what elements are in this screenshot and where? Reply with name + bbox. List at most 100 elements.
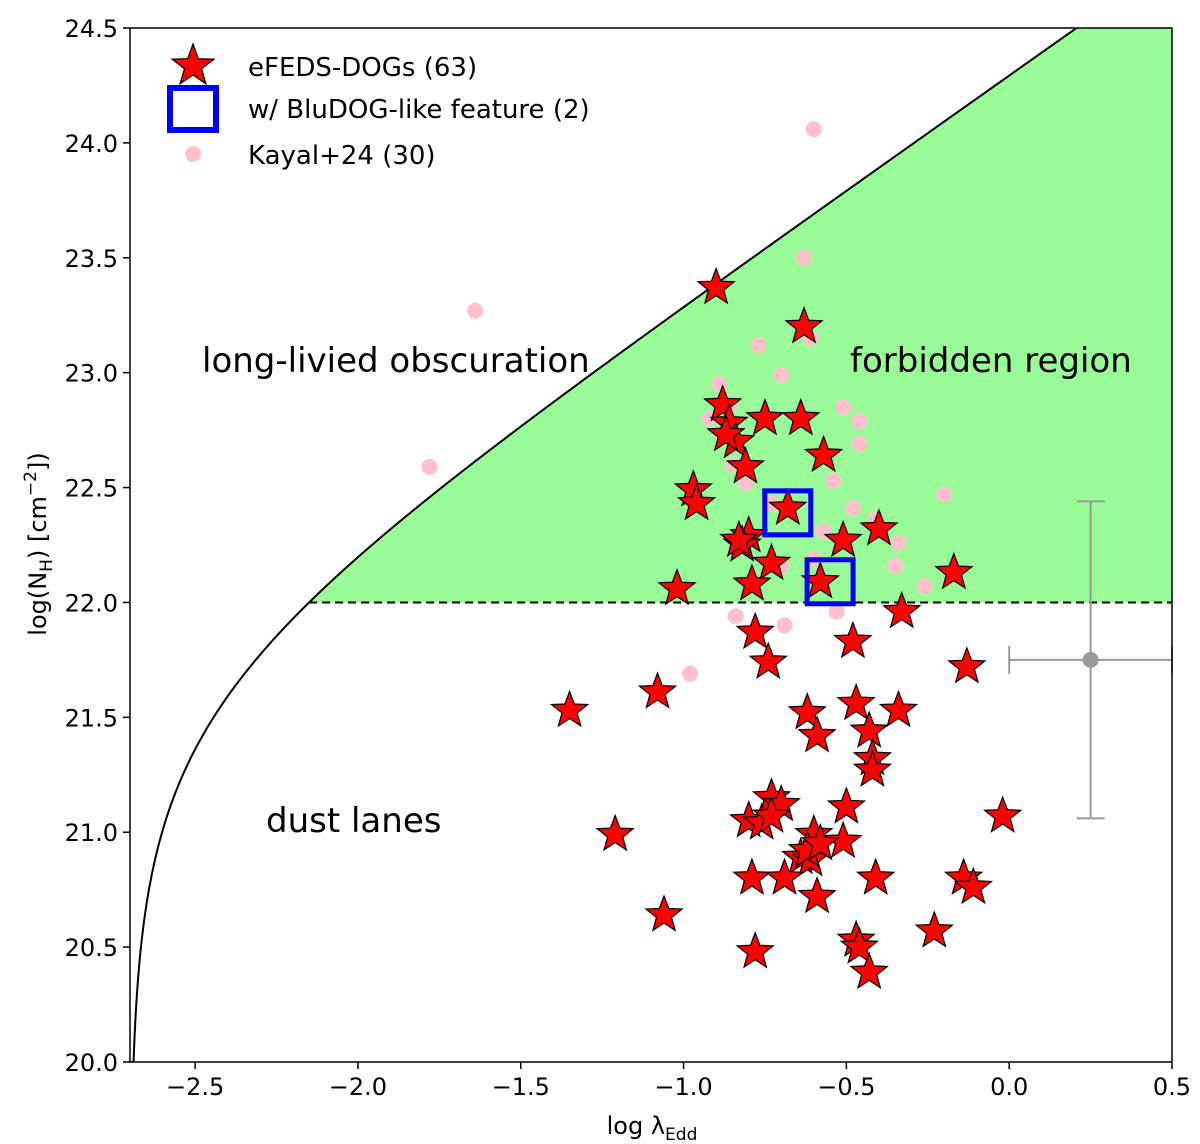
kayal-point — [835, 399, 852, 416]
kayal-point — [737, 474, 754, 491]
efeds-dog-star — [797, 715, 837, 753]
efeds-dog-star — [657, 567, 697, 606]
efeds-dog-star — [914, 910, 954, 948]
efeds-dog-star — [751, 795, 792, 833]
efeds-dog-star — [781, 397, 821, 436]
y-tick-label: 24.5 — [65, 15, 118, 43]
efeds-dog-star — [803, 434, 844, 473]
forbidden-region-fill — [309, 28, 1172, 603]
efeds-dog-star — [637, 671, 678, 709]
kayal-point — [727, 608, 744, 625]
efeds-dog-star — [732, 563, 772, 601]
x-tick-label: −2.5 — [166, 1073, 224, 1101]
y-tick-label: 21.5 — [65, 704, 118, 732]
y-tick-label: 22.5 — [65, 475, 118, 503]
region-label-long-lived: long-livied obscuration — [202, 341, 590, 381]
kayal-point — [828, 603, 845, 620]
efeds-dog-star — [878, 689, 919, 728]
efeds-dog-star — [764, 857, 805, 895]
efeds-dog-star — [849, 710, 889, 748]
y-tick-label: 23.5 — [65, 245, 118, 273]
region-label-dust-lanes: dust lanes — [266, 801, 441, 841]
x-axis-label-main: log λ — [607, 1112, 665, 1140]
efeds-dog-star — [859, 508, 899, 546]
efeds-dog-star — [823, 519, 863, 558]
region-label-forbidden: forbidden region — [850, 341, 1132, 381]
kayal-point — [936, 486, 953, 503]
efeds-dog-points — [549, 266, 1023, 990]
efeds-dog-star — [982, 795, 1023, 833]
legend-label-bludog: w/ BluDOG-like feature (2) — [248, 95, 590, 125]
efeds-dog-star — [836, 682, 876, 721]
efeds-dog-star — [947, 646, 987, 684]
kayal-point — [796, 249, 813, 266]
kayal-point — [776, 617, 793, 634]
kayal-point — [851, 412, 868, 429]
bludog-square — [762, 488, 814, 538]
y-axis-label-unit-exp: −2 — [21, 471, 41, 496]
efeds-dog-star — [706, 414, 746, 452]
efeds-dog-star — [953, 866, 994, 905]
efeds-dog-star — [595, 813, 635, 852]
y-axis-label-unit-open: ) [cm — [24, 496, 52, 559]
efeds-dog-star — [676, 482, 717, 521]
errorbar-point — [1082, 651, 1099, 668]
efeds-dog-star — [833, 620, 873, 659]
efeds-dog-star — [852, 749, 893, 787]
efeds-dog-star — [839, 926, 880, 964]
efeds-dog-star — [826, 786, 867, 824]
efeds-dog-star — [855, 857, 896, 895]
efeds-dog-star — [748, 641, 788, 679]
y-tick-label: 20.0 — [65, 1049, 118, 1077]
efeds-dog-star — [745, 397, 785, 436]
efeds-dog-star — [823, 820, 863, 859]
y-axis-label-unit-close: ]) — [24, 452, 52, 471]
efeds-dog-star — [784, 306, 824, 344]
efeds-dog-star — [787, 692, 827, 730]
y-tick-label: 20.5 — [65, 934, 118, 962]
x-tick-label: 0.0 — [990, 1073, 1028, 1101]
efeds-dog-star — [882, 590, 922, 629]
kayal-point — [421, 458, 438, 475]
efeds-dog-star — [768, 487, 808, 525]
efeds-dog-star — [800, 823, 841, 861]
x-tick-label: −0.5 — [817, 1073, 875, 1101]
legend-circle-marker — [185, 146, 201, 162]
kayal-point — [890, 534, 907, 551]
efeds-dog-star — [696, 266, 736, 305]
efeds-dog-star — [751, 542, 792, 581]
kayal-point — [825, 472, 842, 489]
efeds-dog-star — [702, 384, 743, 422]
efeds-dog-star — [735, 931, 775, 969]
kayal-point — [467, 302, 484, 319]
efeds-dog-star — [549, 689, 590, 728]
legend-square-marker — [167, 85, 219, 133]
x-axis-label: log λEdd — [607, 1112, 698, 1144]
kayal-point — [805, 121, 822, 138]
y-tick-label: 23.0 — [65, 360, 118, 388]
y-axis-label-sub: H — [37, 559, 57, 572]
x-axis-ticks: −2.5 −2.0 −1.5 −1.0 −0.5 0.0 0.5 — [166, 1062, 1191, 1101]
kayal-point — [750, 337, 767, 354]
efeds-dog-star — [725, 446, 766, 484]
efeds-dog-star — [797, 875, 837, 914]
x-tick-label: −1.0 — [654, 1073, 712, 1101]
efeds-dog-star — [849, 951, 889, 990]
y-tick-label: 24.0 — [65, 130, 118, 158]
bludog-points — [762, 488, 856, 607]
kayal-point — [682, 665, 699, 682]
x-tick-label: −1.5 — [492, 1073, 550, 1101]
efeds-dog-star — [719, 519, 759, 558]
efeds-dog-star — [644, 894, 684, 932]
x-tick-label: −2.0 — [329, 1073, 387, 1101]
kayal-point — [887, 557, 904, 574]
y-tick-label: 22.0 — [65, 589, 118, 617]
bludog-square — [804, 557, 856, 607]
kayal-point — [711, 376, 728, 393]
x-tick-label: 0.5 — [1153, 1073, 1191, 1101]
kayal-point — [851, 435, 868, 452]
kayal-point — [844, 500, 861, 517]
y-axis-label-main: log(N — [24, 572, 52, 636]
y-tick-label: 21.0 — [65, 819, 118, 847]
